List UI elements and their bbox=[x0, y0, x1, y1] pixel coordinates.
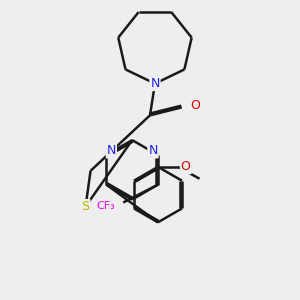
Text: N: N bbox=[150, 77, 160, 90]
Text: N: N bbox=[148, 145, 158, 158]
Text: O: O bbox=[181, 160, 190, 173]
Text: O: O bbox=[190, 99, 200, 112]
Text: S: S bbox=[82, 200, 90, 213]
Text: N: N bbox=[107, 145, 116, 158]
Text: CF₃: CF₃ bbox=[96, 202, 115, 212]
